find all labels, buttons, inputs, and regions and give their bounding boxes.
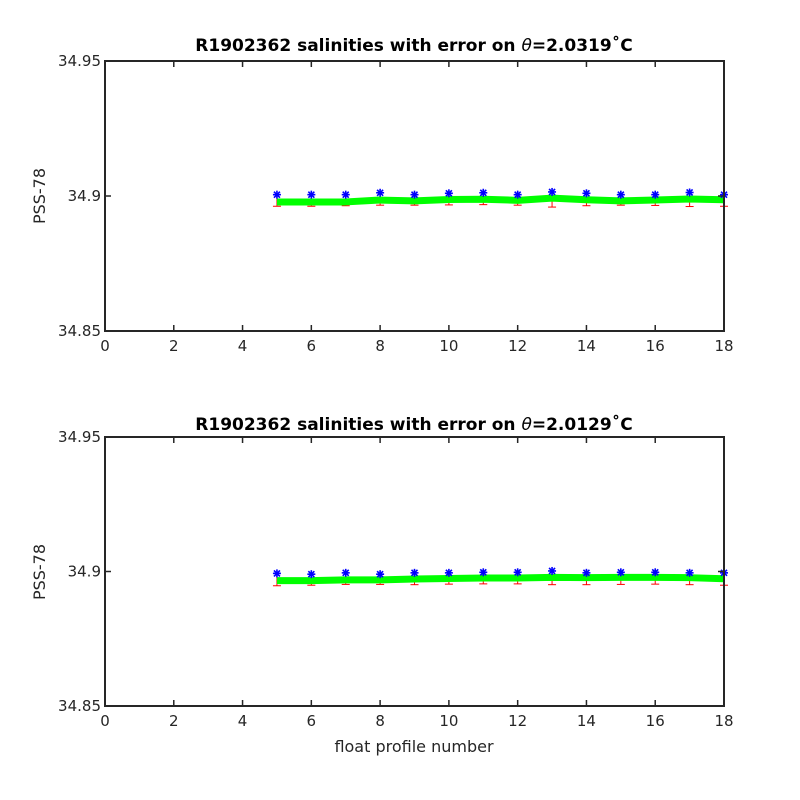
x-tick-label: 12 (508, 712, 527, 730)
marker-stroke (445, 189, 453, 197)
y-tick-label: 34.9 (68, 187, 101, 205)
measured-point-marker (307, 570, 316, 579)
x-tick-label: 2 (169, 337, 179, 355)
measured-point-marker (685, 568, 694, 577)
x-tick-label: 18 (714, 712, 733, 730)
top-panel-plot-area: 0 2 4 6 8 10 12 14 16 18 34.85 34.9 34.95 (58, 52, 734, 355)
top-panel-y-axis-label: PSS-78 (30, 168, 49, 224)
measured-point-marker (513, 190, 522, 199)
bottom-panel-plot-area: 0 2 4 6 8 10 12 14 16 18 34.85 34.9 34.95 (58, 428, 734, 730)
marker-stroke (307, 191, 315, 199)
marker-stroke (651, 191, 659, 199)
marker-stroke (686, 188, 694, 197)
x-tick-label: 6 (307, 337, 317, 355)
marker-stroke (514, 568, 522, 576)
marker-stroke (410, 191, 419, 199)
measured-point-marker (616, 190, 625, 199)
measured-point-marker (582, 189, 591, 198)
bottom-panel-x-axis-label: float profile number (334, 737, 494, 756)
marker-stroke (376, 189, 384, 197)
x-tick-label: 2 (169, 712, 179, 730)
x-tick-label: 14 (577, 337, 596, 355)
measured-point-marker (582, 568, 591, 577)
y-tick-label: 34.85 (58, 322, 101, 340)
measured-point-marker (479, 188, 488, 197)
measured-point-marker (479, 568, 488, 577)
top-panel: R1902362 salinities with error on θ=2.03… (30, 34, 734, 355)
measured-point-marker (341, 190, 350, 199)
measured-point-marker (616, 568, 625, 577)
y-tick-label: 34.85 (58, 697, 101, 715)
marker-stroke (376, 570, 384, 578)
measured-point-marker (272, 569, 281, 578)
marker-stroke (273, 191, 281, 199)
marker-stroke (548, 567, 556, 575)
x-tick-label: 10 (439, 712, 458, 730)
marker-stroke (686, 569, 694, 577)
marker-stroke (582, 569, 591, 577)
measured-point-marker (548, 187, 557, 196)
marker-stroke (479, 568, 487, 576)
measured-point-marker (444, 189, 453, 198)
marker-stroke (617, 568, 625, 576)
x-tick-label: 4 (238, 337, 248, 355)
marker-stroke (582, 189, 591, 197)
x-tick-label: 14 (577, 712, 596, 730)
x-tick-label: 4 (238, 712, 248, 730)
measured-point-marker (513, 568, 522, 577)
measured-point-marker (272, 190, 281, 199)
y-tick-label: 34.95 (58, 428, 101, 446)
measured-point-marker (651, 190, 660, 199)
y-tick-label: 34.95 (58, 52, 101, 70)
marker-stroke (410, 569, 419, 577)
mapped-salinity-line (276, 573, 725, 585)
measured-point-marker (685, 188, 694, 197)
marker-stroke (514, 191, 522, 199)
x-tick-label: 8 (375, 712, 385, 730)
bottom-panel-title: R1902362 salinities with error on θ=2.01… (195, 413, 632, 435)
marker-stroke (342, 191, 350, 199)
x-tick-label: 10 (439, 337, 458, 355)
marker-stroke (479, 189, 487, 197)
x-tick-label: 18 (714, 337, 733, 355)
measured-point-marker (651, 568, 660, 577)
measured-point-marker (410, 568, 419, 577)
x-tick-label: 0 (100, 712, 110, 730)
marker-stroke (548, 188, 556, 196)
marker-stroke (617, 191, 625, 199)
x-tick-label: 0 (100, 337, 110, 355)
bottom-panel-y-axis-label: PSS-78 (30, 544, 49, 600)
measured-point-marker (376, 570, 385, 579)
x-tick-label: 12 (508, 337, 527, 355)
x-tick-label: 8 (375, 337, 385, 355)
measured-point-marker (548, 566, 557, 575)
bottom-panel: R1902362 salinities with error on θ=2.01… (30, 413, 734, 756)
x-tick-label: 16 (646, 337, 665, 355)
y-tick-label: 34.9 (68, 563, 101, 581)
measured-point-marker (307, 190, 316, 199)
measured-point-marker (376, 188, 385, 197)
x-tick-label: 6 (307, 712, 317, 730)
x-tick-label: 16 (646, 712, 665, 730)
measured-point-marker (341, 568, 350, 577)
marker-stroke (342, 569, 350, 577)
measured-point-marker (444, 568, 453, 577)
marker-stroke (273, 569, 281, 577)
measured-point-marker (410, 190, 419, 199)
marker-stroke (307, 570, 315, 578)
top-panel-title: R1902362 salinities with error on θ=2.03… (195, 34, 632, 56)
marker-stroke (651, 568, 659, 576)
mapped-salinity-line (276, 194, 725, 206)
marker-stroke (445, 569, 453, 577)
